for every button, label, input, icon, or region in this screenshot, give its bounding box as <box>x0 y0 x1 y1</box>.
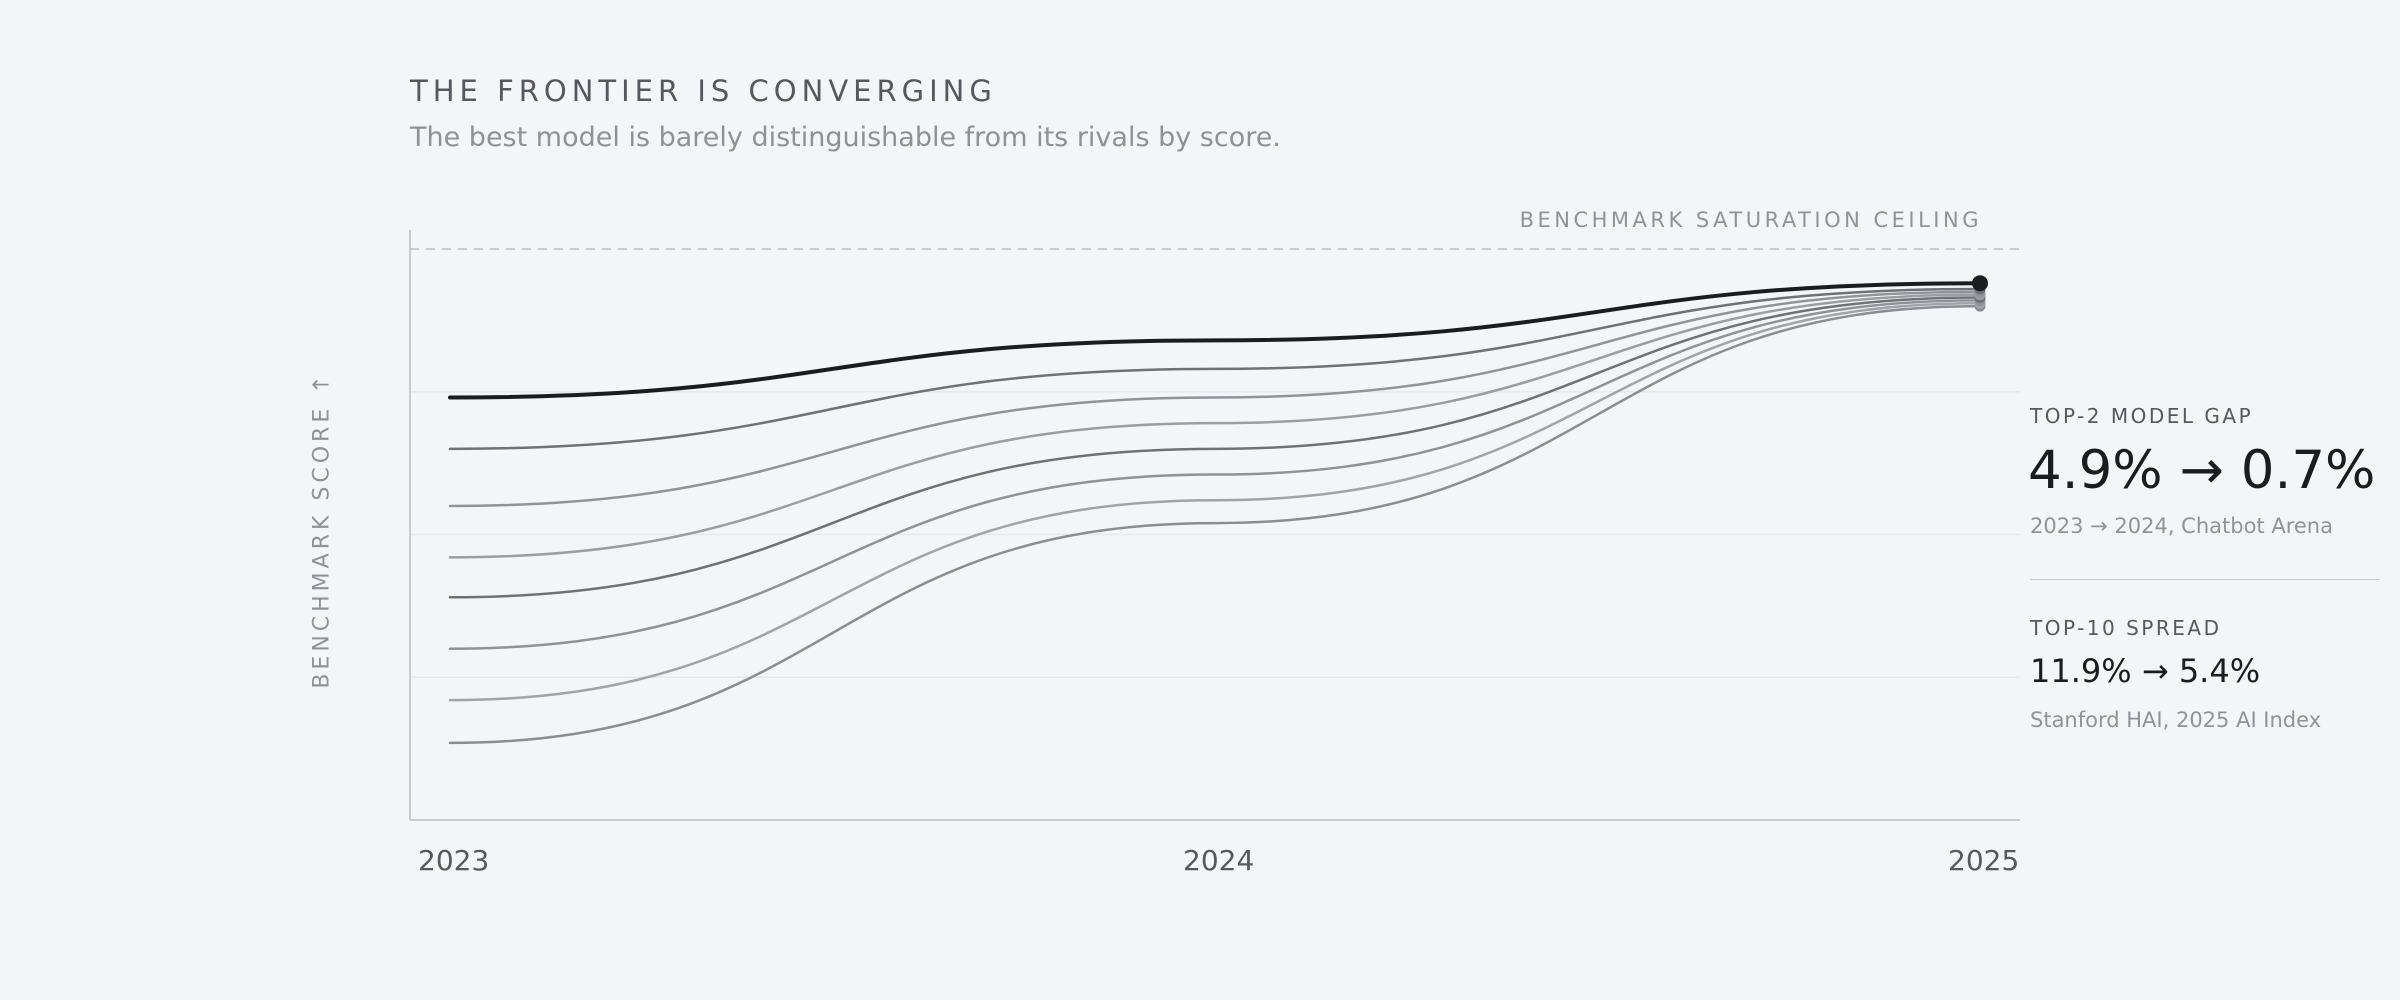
x-tick-label: 2024 <box>1183 844 1255 877</box>
leader-endpoint-dot <box>1972 275 1988 292</box>
top10-spread-label: TOP-10 SPREAD <box>2030 616 2222 640</box>
series-endpoints <box>1972 275 1988 312</box>
series-line <box>448 287 1982 451</box>
chart-title: THE FRONTIER IS CONVERGING <box>410 74 997 108</box>
series-line <box>448 296 1982 599</box>
gridlines <box>410 391 2020 678</box>
top2-gap-value: 4.9% → 0.7% <box>2028 440 2376 501</box>
series-line <box>448 301 1982 702</box>
chart-subtitle: The best model is barely distinguishable… <box>410 122 1281 153</box>
y-axis-label: BENCHMARK SCORE ↑ <box>309 371 335 689</box>
top10-spread-source: Stanford HAI, 2025 AI Index <box>2030 708 2322 732</box>
series-line <box>448 293 1982 559</box>
ceiling-label: BENCHMARK SATURATION CEILING <box>1519 208 1982 232</box>
x-tick-label: 2023 <box>418 844 490 877</box>
series-line <box>448 299 1982 650</box>
leader-series-line <box>448 281 1982 400</box>
series-lines <box>448 281 1982 745</box>
x-tick-label: 2025 <box>1948 844 2020 877</box>
series-line <box>448 304 1982 745</box>
series-line <box>448 290 1982 508</box>
stat-divider <box>2030 579 2380 580</box>
top2-gap-source: 2023 → 2024, Chatbot Arena <box>2030 514 2333 538</box>
top2-gap-label: TOP-2 MODEL GAP <box>2030 404 2254 428</box>
top10-spread-value: 11.9% → 5.4% <box>2030 652 2261 690</box>
